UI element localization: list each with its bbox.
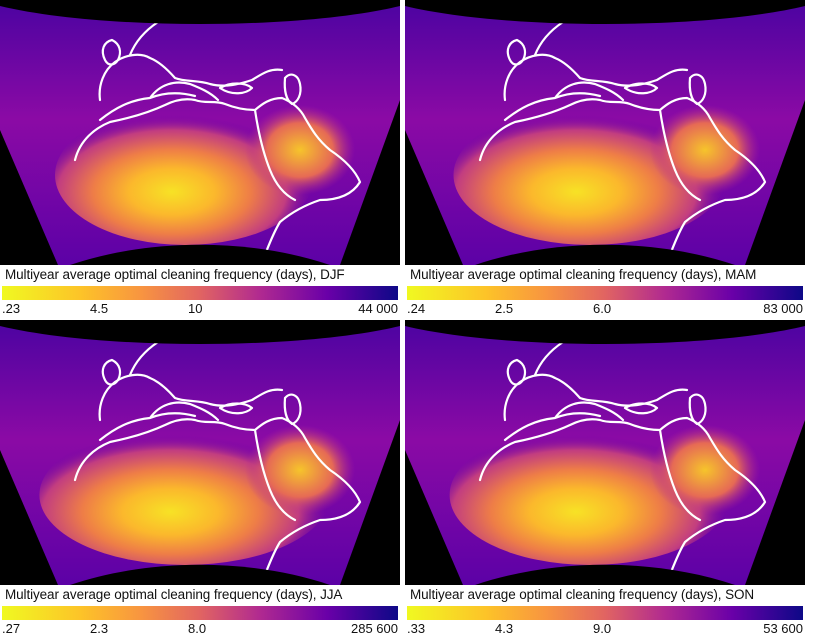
tick-label: .23 (2, 301, 21, 316)
tick-label: 53 600 (763, 621, 803, 636)
caption-djf: Multiyear average optimal cleaning frequ… (5, 267, 345, 282)
tick-label: 10 (188, 301, 203, 316)
panel-jja: Multiyear average optimal cleaning frequ… (0, 320, 400, 640)
colorbar-djf (2, 286, 398, 300)
tick-label: 44 000 (358, 301, 398, 316)
caption-jja: Multiyear average optimal cleaning frequ… (5, 587, 343, 602)
map-mam (405, 0, 805, 265)
caption-mam: Multiyear average optimal cleaning frequ… (410, 267, 757, 282)
panel-son: Multiyear average optimal cleaning frequ… (405, 320, 805, 640)
panel-mam: Multiyear average optimal cleaning frequ… (405, 0, 805, 320)
map-djf (0, 0, 400, 265)
tick-label: 6.0 (593, 301, 612, 316)
tick-label: 2.5 (495, 301, 514, 316)
colorbar-jja (2, 606, 398, 620)
colorbar-ticks-mam: .24 2.5 6.0 83 000 (405, 301, 805, 317)
tick-label: 2.3 (90, 621, 109, 636)
caption-son: Multiyear average optimal cleaning frequ… (410, 587, 755, 602)
map-jja (0, 320, 400, 585)
tick-label: 4.3 (495, 621, 514, 636)
tick-label: 4.5 (90, 301, 109, 316)
colorbar-son (407, 606, 803, 620)
tick-label: 8.0 (188, 621, 207, 636)
map-son (405, 320, 805, 585)
colorbar-mam (407, 286, 803, 300)
tick-label: 285 600 (351, 621, 398, 636)
colorbar-ticks-jja: .27 2.3 8.0 285 600 (0, 621, 400, 637)
colorbar-ticks-son: .33 4.3 9.0 53 600 (405, 621, 805, 637)
panel-djf: Multiyear average optimal cleaning frequ… (0, 0, 400, 320)
tick-label: .27 (2, 621, 21, 636)
tick-label: .24 (407, 301, 426, 316)
colorbar-ticks-djf: .23 4.5 10 44 000 (0, 301, 400, 317)
tick-label: 83 000 (763, 301, 803, 316)
tick-label: 9.0 (593, 621, 612, 636)
tick-label: .33 (407, 621, 426, 636)
